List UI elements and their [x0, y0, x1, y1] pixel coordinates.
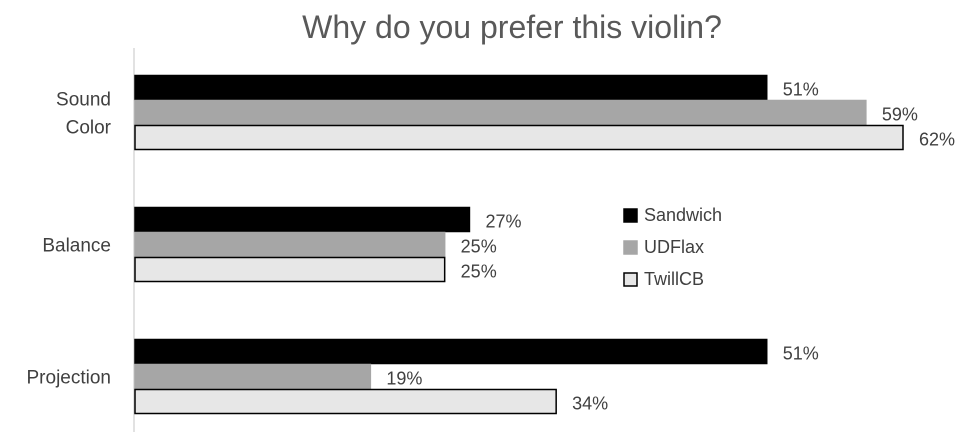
data-label-balance-sandwich: 27% [485, 212, 521, 232]
legend-label-twillcb: TwillCB [644, 269, 704, 289]
legend-label-sandwich: Sandwich [644, 205, 722, 225]
legend-swatch-twillcb [623, 272, 638, 287]
bar-projection-udflax [134, 363, 372, 390]
legend-label-udflax: UDFlax [644, 237, 704, 257]
data-label-sound-color-twillcb: 62% [919, 130, 955, 150]
legend-swatch-sandwich [623, 208, 638, 223]
category-label-balance: Balance [42, 236, 111, 257]
data-label-projection-twillcb: 34% [572, 394, 608, 414]
bars-group [134, 74, 904, 415]
data-label-balance-udflax: 25% [461, 237, 497, 257]
data-label-projection-sandwich: 51% [783, 344, 819, 364]
category-labels-group: Sound Color Balance Projection [27, 90, 112, 389]
data-label-balance-twillcb: 25% [461, 262, 497, 282]
data-label-sound-color-sandwich: 51% [783, 80, 819, 100]
bar-balance-twillcb [134, 256, 446, 283]
legend-item-twillcb: TwillCB [623, 269, 704, 289]
legend-swatch-udflax [623, 240, 638, 255]
data-labels-group: 51% 59%62% 27% 25% 25% 51% 19% 34% [386, 80, 955, 414]
category-label-sound-color: Sound Color [56, 90, 112, 139]
legend-item-udflax: UDFlax [623, 237, 704, 257]
bar-sound-color-twillcb [134, 124, 904, 151]
bar-sound-color-sandwich [134, 74, 768, 101]
data-label-projection-udflax: 19% [386, 369, 422, 389]
bar-balance-udflax [134, 231, 446, 258]
legend: Sandwich UDFlax TwillCB [623, 205, 722, 289]
data-label-sound-color-udflax: 59% [882, 105, 918, 125]
legend-item-sandwich: Sandwich [623, 205, 722, 225]
bar-projection-sandwich [134, 338, 768, 365]
category-label-projection: Projection [27, 368, 112, 389]
bar-balance-sandwich [134, 206, 471, 233]
bar-sound-color-udflax [134, 99, 867, 126]
bar-projection-twillcb [134, 388, 557, 415]
chart-title: Why do you prefer this violin? [302, 9, 722, 45]
